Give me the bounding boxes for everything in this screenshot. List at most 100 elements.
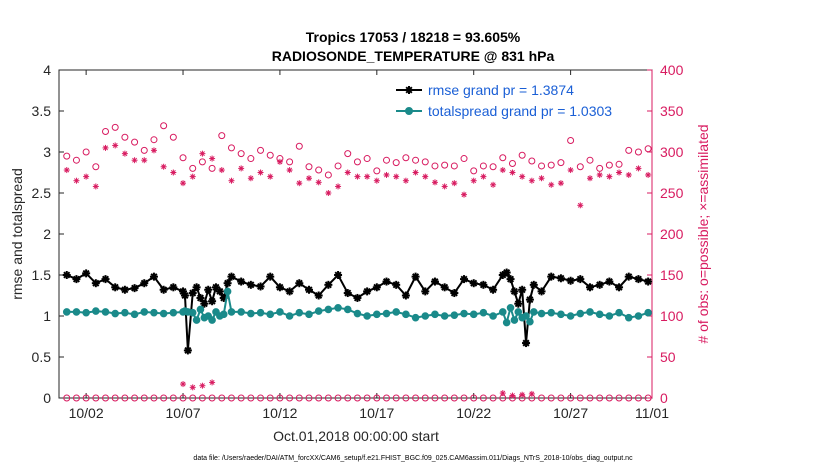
possible-obs-low-point — [63, 394, 71, 402]
possible-obs-point — [189, 164, 197, 172]
rmse-point — [525, 295, 534, 304]
possible-obs-low-point — [489, 394, 497, 402]
totalspread-point — [140, 308, 149, 316]
possible-obs-low-point — [392, 394, 400, 402]
totalspread-point — [489, 312, 497, 320]
totalspread-point — [421, 312, 430, 320]
rmse-point — [566, 276, 575, 285]
possible-obs-low-point — [644, 394, 652, 402]
rmse-point — [256, 282, 265, 291]
totalspread-point — [196, 305, 205, 314]
rmse-point — [120, 285, 129, 294]
totalspread-point — [130, 310, 139, 319]
possible-obs-low-point — [324, 394, 332, 402]
assimilated-obs-point — [606, 173, 613, 180]
assimilated-obs-point — [92, 183, 99, 190]
assimilated-obs-point — [247, 175, 254, 182]
possible-obs-point — [538, 162, 546, 170]
possible-obs-point — [92, 163, 100, 171]
totalspread-point — [121, 308, 129, 317]
possible-obs-point — [353, 158, 361, 166]
y-right-tick-label: 200 — [660, 226, 684, 242]
possible-obs-point — [576, 163, 584, 171]
assimilated-obs-point — [325, 190, 332, 196]
totalspread-point — [392, 308, 400, 316]
possible-obs-point — [489, 163, 497, 171]
assimilated-obs-point — [431, 179, 438, 186]
chart-title-line1: Tropics 17053 / 18218 = 93.605% — [306, 29, 521, 45]
y-left-tick-label: 3 — [43, 144, 51, 160]
possible-obs-low-point — [198, 394, 206, 402]
rmse-point — [634, 275, 643, 284]
y-right-tick-label: 300 — [660, 144, 684, 160]
rmse-point — [522, 339, 531, 348]
possible-obs-point — [412, 156, 420, 164]
assimilated-obs-point — [257, 169, 264, 176]
possible-obs-point — [344, 150, 352, 158]
possible-obs-point — [150, 136, 158, 144]
assimilated-obs-point — [548, 181, 555, 188]
possible-obs-point — [266, 151, 274, 159]
totalspread-point — [219, 310, 228, 319]
rmse-point — [91, 279, 100, 288]
possible-obs-low-point — [72, 394, 80, 402]
assimilated-obs-point — [499, 167, 506, 174]
possible-obs-low-point — [295, 394, 303, 402]
possible-obs-point — [227, 144, 235, 152]
totalspread-point — [82, 308, 90, 317]
assimilated-obs-point — [228, 177, 235, 184]
totalspread-point — [62, 308, 71, 316]
totalspread-point — [502, 318, 511, 327]
possible-obs-low-point — [402, 394, 410, 402]
rmse-point — [624, 272, 633, 281]
rmse-point — [159, 285, 168, 294]
totalspread-point — [605, 312, 614, 320]
totalspread-point — [615, 308, 623, 317]
assimilated-obs-point — [170, 169, 177, 176]
assimilated-obs-point — [470, 177, 477, 184]
legend-rmse-marker — [405, 86, 413, 94]
possible-obs-point — [634, 148, 642, 156]
assimilated-obs-point — [305, 175, 312, 182]
possible-obs-point — [431, 162, 439, 170]
rmse-point — [334, 271, 343, 279]
possible-obs-low-point — [363, 394, 371, 402]
y-right-tick-label: 50 — [660, 349, 676, 365]
possible-obs-point — [586, 156, 594, 164]
possible-obs-point — [111, 123, 119, 131]
possible-obs-point — [596, 164, 604, 172]
rmse-point — [353, 293, 362, 302]
possible-obs-point — [334, 162, 342, 170]
rmse-point — [529, 280, 538, 289]
rmse-point — [576, 275, 585, 284]
totalspread-point — [256, 308, 265, 317]
totalspread-point — [363, 312, 371, 320]
possible-obs-point — [102, 128, 110, 135]
possible-obs-low-point — [286, 394, 294, 402]
totalspread-point — [111, 309, 119, 318]
assimilated-obs-low-point — [509, 392, 516, 399]
y-left-tick-label: 0 — [43, 390, 51, 406]
totalspread-point — [510, 316, 519, 324]
assimilated-obs-point — [121, 150, 128, 157]
assimilated-obs-point — [102, 144, 109, 151]
possible-obs-point — [615, 160, 623, 168]
totalspread-point — [522, 312, 530, 320]
possible-obs-point — [72, 156, 80, 164]
assimilated-obs-point — [402, 177, 409, 184]
totalspread-point — [537, 309, 546, 318]
possible-obs-point — [479, 162, 487, 170]
rmse-point — [585, 283, 594, 292]
possible-obs-point — [208, 164, 216, 172]
assimilated-obs-point — [567, 167, 574, 174]
possible-obs-point — [363, 155, 371, 163]
totalspread-point — [353, 309, 362, 318]
totalspread-point — [192, 316, 201, 324]
possible-obs-low-point — [441, 394, 449, 402]
possible-obs-point — [286, 158, 294, 166]
totalspread-point — [586, 308, 594, 316]
footnote: data file: /Users/raeder/DAI/ATM_forcXX/… — [193, 455, 633, 462]
possible-obs-low-point — [605, 394, 613, 402]
rmse-point — [227, 272, 236, 281]
possible-obs-low-point — [460, 394, 468, 402]
